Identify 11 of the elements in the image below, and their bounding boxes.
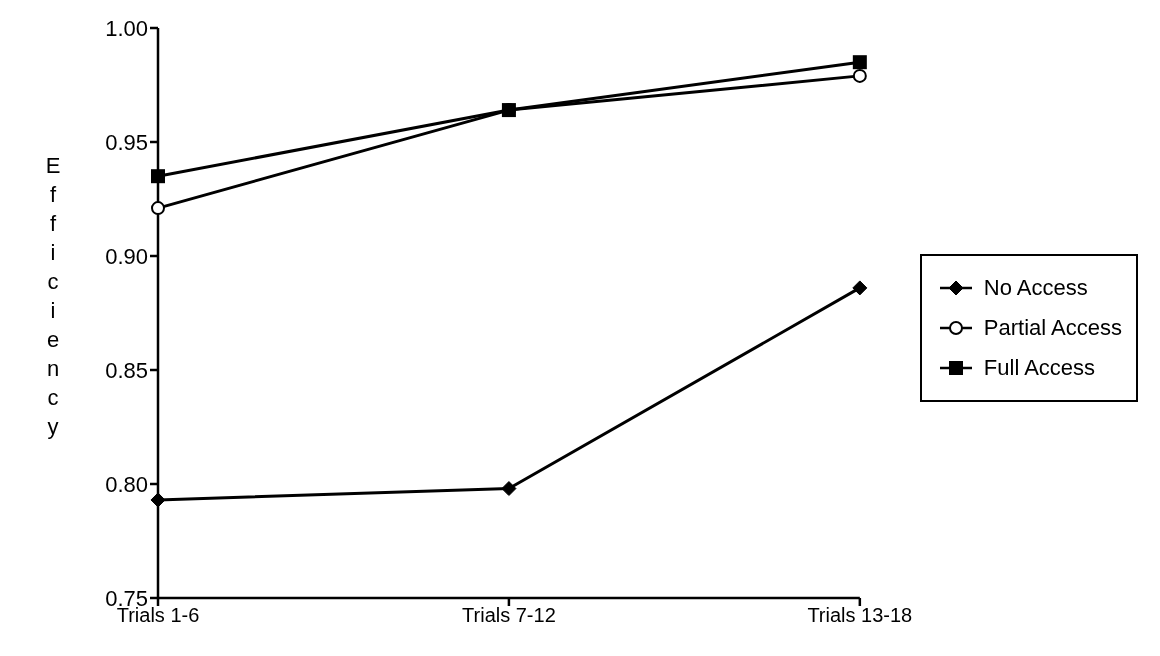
text: Efficiency (45, 152, 61, 439)
y-tick-label: 0.95 (105, 129, 148, 155)
y-tick-label: 1.00 (105, 15, 148, 41)
y-tick-label: 0.90 (105, 243, 148, 269)
x-tick-label: Trials 7-12 (462, 604, 556, 627)
legend-label: Partial Access (983, 315, 1122, 341)
legend-label: No Access (983, 275, 1088, 301)
y-tick-label: 0.80 (105, 471, 148, 497)
legend-label: Full Access (983, 355, 1096, 381)
x-tick-label: Trials 13-18 (807, 604, 913, 627)
y-tick-label: 0.85 (105, 357, 148, 383)
